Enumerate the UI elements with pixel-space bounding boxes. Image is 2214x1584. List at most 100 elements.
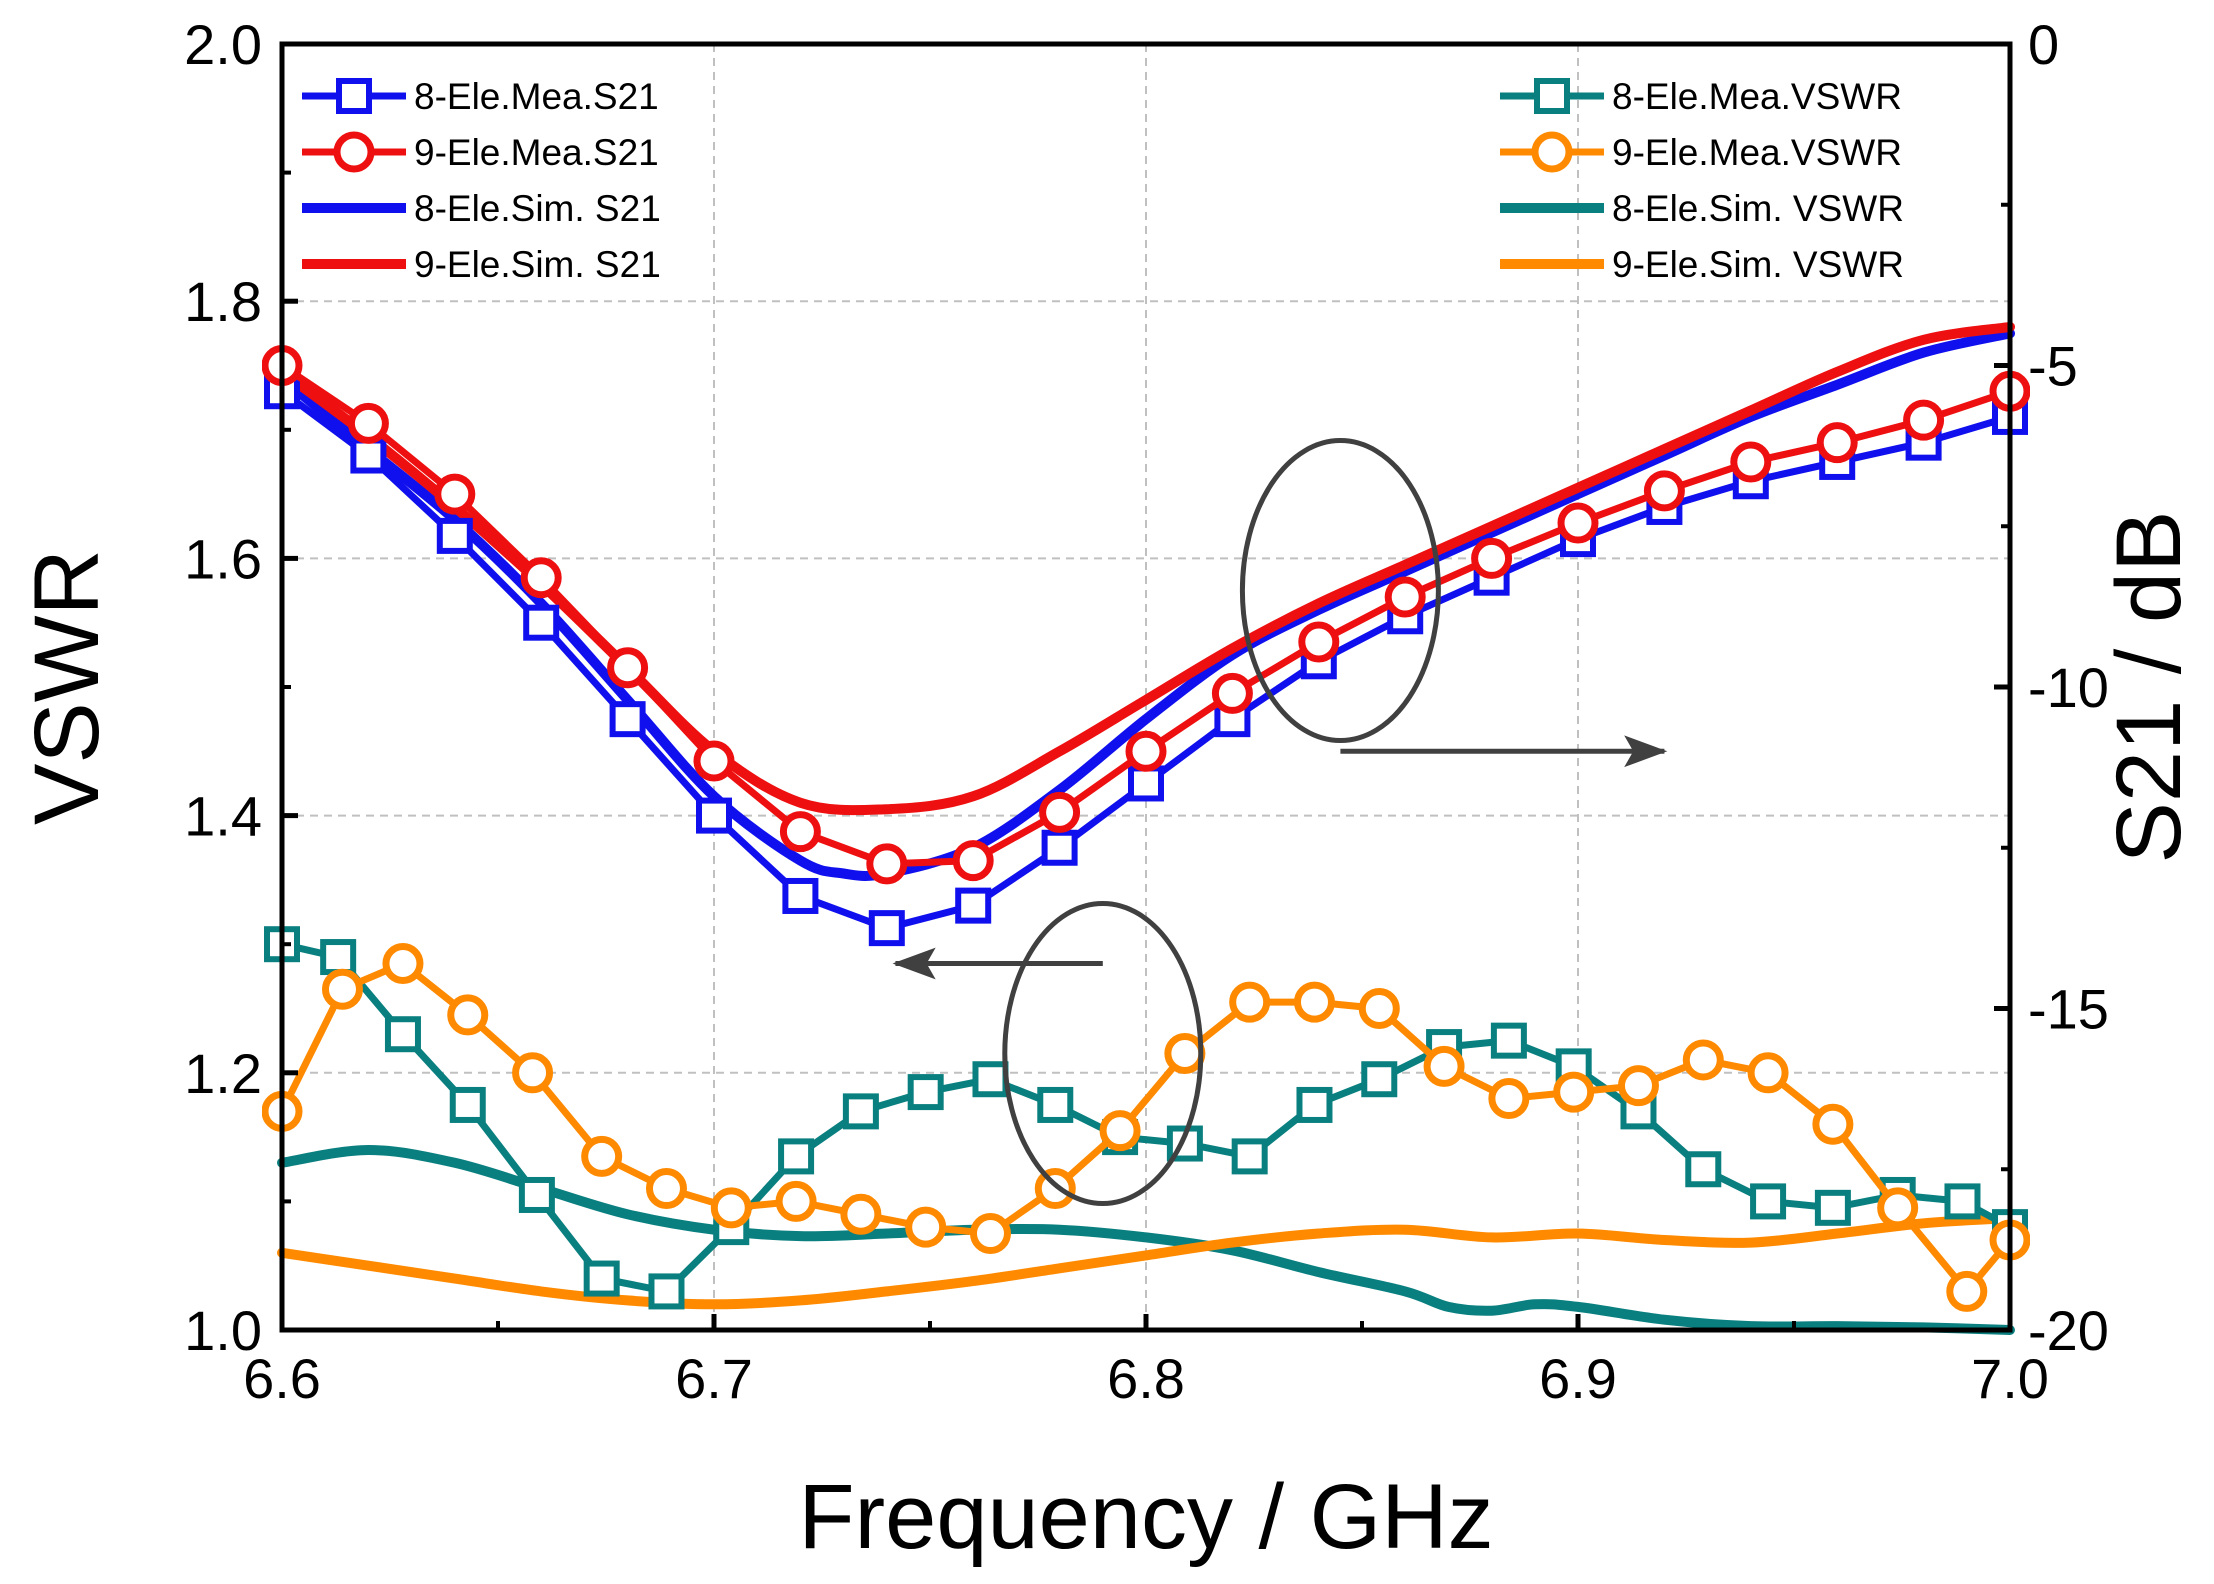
data-point-9-ele-mea-s21 [1816,422,1858,464]
data-point-9-ele-mea-vswr [775,1180,817,1222]
legend-label-8-ele-sim-s21: 8-Ele.Sim. S21 [414,188,661,229]
legend-entry-9-ele-mea-s21: 9-Ele.Mea.S21 [302,131,659,173]
series-line-9-ele-mea-vswr [278,960,2014,1295]
y-left-tick-label: 1.6 [184,527,262,590]
data-point-8-ele-mea-vswr [449,1086,486,1123]
legend-entry-8-ele-mea-vswr: 8-Ele.Mea.VSWR [1500,76,1902,117]
data-point-9-ele-mea-s21 [607,647,649,689]
legend-entry-9-ele-sim-s21: 9-Ele.Sim. S21 [302,244,661,285]
series-line-8-ele-sim-s21 [277,328,2015,881]
data-point-9-ele-mea-s21 [1903,399,1945,441]
data-point-8-ele-mea-s21 [1041,829,1078,866]
data-point-8-ele-mea-s21 [436,517,473,554]
legend-entry-9-ele-mea-vswr: 9-Ele.Mea.VSWR [1500,131,1902,173]
data-point-8-ele-mea-s21 [868,910,905,947]
legend-entry-8-ele-sim-s21: 8-Ele.Sim. S21 [302,188,661,229]
data-point-9-ele-mea-s21 [1557,502,1599,544]
data-point-8-ele-mea-vswr [518,1176,555,1213]
y-left-axis-title: VSWR [16,549,118,825]
y-right-tick-label: -20 [2028,1299,2109,1362]
data-point-8-ele-mea-vswr [1944,1183,1981,1220]
data-point-9-ele-mea-vswr [512,1052,554,1094]
data-point-9-ele-mea-vswr [1293,981,1335,1023]
x-tick-label: 6.9 [1539,1347,1617,1410]
legend-label-8-ele-sim-vswr: 8-Ele.Sim. VSWR [1612,188,1904,229]
data-point-8-ele-mea-vswr [1231,1138,1268,1175]
data-point-9-ele-mea-vswr [1747,1052,1789,1094]
data-point-9-ele-mea-s21 [1298,621,1340,663]
data-point-9-ele-mea-s21 [1039,791,1081,833]
legend-marker-8-ele-mea-vswr [1534,78,1570,114]
data-point-9-ele-mea-vswr [1099,1110,1141,1152]
legend-label-9-ele-mea-s21: 9-Ele.Mea.S21 [414,132,659,173]
data-point-9-ele-mea-vswr [840,1193,882,1235]
y-left-tick-label: 1.8 [184,270,262,333]
y-left-tick-label: 1.2 [184,1042,262,1105]
data-point-9-ele-mea-vswr [382,942,424,984]
data-point-9-ele-mea-vswr [710,1187,752,1229]
annotation-arrow-head-s21 [1624,735,1668,768]
data-point-8-ele-mea-vswr [1361,1061,1398,1098]
data-point-9-ele-mea-vswr [1946,1270,1988,1312]
data-point-9-ele-mea-s21 [1211,672,1253,714]
data-point-8-ele-mea-vswr [384,1016,421,1053]
legend-marker-8-ele-mea-s21 [336,78,372,114]
data-point-8-ele-mea-vswr [320,939,357,976]
legend-entry-8-ele-sim-vswr: 8-Ele.Sim. VSWR [1500,188,1904,229]
data-point-8-ele-mea-s21 [609,701,646,738]
y-right-axis-title: S21 / dB [2098,511,2200,864]
y-left-tick-label: 1.0 [184,1299,262,1362]
data-point-9-ele-mea-vswr [1423,1045,1465,1087]
x-tick-label: 7.0 [1971,1347,2049,1410]
y-right-tick-label: -10 [2028,656,2109,719]
x-tick-label: 6.8 [1107,1347,1185,1410]
legend-label-9-ele-sim-vswr: 9-Ele.Sim. VSWR [1612,244,1904,285]
data-point-8-ele-mea-s21 [350,437,387,474]
legend-label-8-ele-mea-s21: 8-Ele.Mea.S21 [414,76,659,117]
data-point-8-ele-mea-vswr [1750,1183,1787,1220]
data-point-8-ele-mea-vswr [1296,1086,1333,1123]
data-point-9-ele-mea-vswr [969,1213,1011,1255]
legend-label-9-ele-mea-vswr: 9-Ele.Mea.VSWR [1612,132,1902,173]
data-point-8-ele-mea-s21 [955,887,992,924]
data-point-8-ele-mea-vswr [1685,1151,1722,1188]
series-line-9-ele-sim-vswr [277,1213,2015,1310]
data-point-8-ele-mea-vswr [1037,1086,1074,1123]
data-point-9-ele-mea-vswr [321,968,363,1010]
data-point-8-ele-mea-s21 [1128,765,1164,802]
data-point-9-ele-mea-s21 [779,811,821,853]
y-left-tick-label: 2.0 [184,13,262,76]
data-point-8-ele-mea-vswr [648,1273,685,1310]
data-point-9-ele-mea-vswr [905,1206,947,1248]
ticks: 6.6 6.7 6.8 6.9 7.0 1.0 1.2 1.4 1.6 1.8 2.0 0 -5 -10 -… [184,13,2109,1410]
data-point-8-ele-mea-vswr [842,1093,879,1130]
data-point-9-ele-mea-s21 [520,557,562,599]
data-point-9-ele-mea-s21 [693,740,735,782]
grid [282,44,2010,1330]
y-right-tick-label: -15 [2028,978,2109,1041]
data-point-8-ele-mea-s21 [696,797,732,834]
data-point-9-ele-mea-vswr [581,1135,623,1177]
data-point-9-ele-mea-s21 [1643,470,1685,512]
legend-label-8-ele-mea-vswr: 8-Ele.Mea.VSWR [1612,76,1902,117]
data-point-9-ele-mea-s21 [1471,537,1513,579]
series-9-ele-mea-s21 [262,345,2030,885]
y-left-tick-label: 1.4 [184,785,262,848]
data-point-9-ele-mea-s21 [1125,730,1167,772]
legend-entry-9-ele-sim-vswr: 9-Ele.Sim. VSWR [1500,244,1904,285]
data-point-9-ele-mea-vswr [645,1168,687,1210]
y-right-tick-label: 0 [2028,13,2059,76]
legend: 8-Ele.Mea.S21 9-Ele.Mea.S21 8-Ele.Sim. S21… [302,76,1904,285]
data-point-9-ele-mea-vswr [1164,1033,1206,1075]
x-axis-title: Frequency / GHz [798,1466,1493,1568]
data-point-9-ele-mea-vswr [1877,1187,1919,1229]
data-point-9-ele-mea-vswr [1488,1078,1530,1120]
y-right-tick-label: -5 [2028,335,2078,398]
data-point-9-ele-mea-s21 [347,402,389,444]
annotation-arrow-head-vswr [892,947,936,980]
annotation-ellipse-s21 [1239,438,1441,744]
data-point-9-ele-mea-vswr [1553,1071,1595,1113]
annotation-layer [892,438,1668,1207]
data-point-8-ele-mea-vswr [972,1061,1009,1098]
